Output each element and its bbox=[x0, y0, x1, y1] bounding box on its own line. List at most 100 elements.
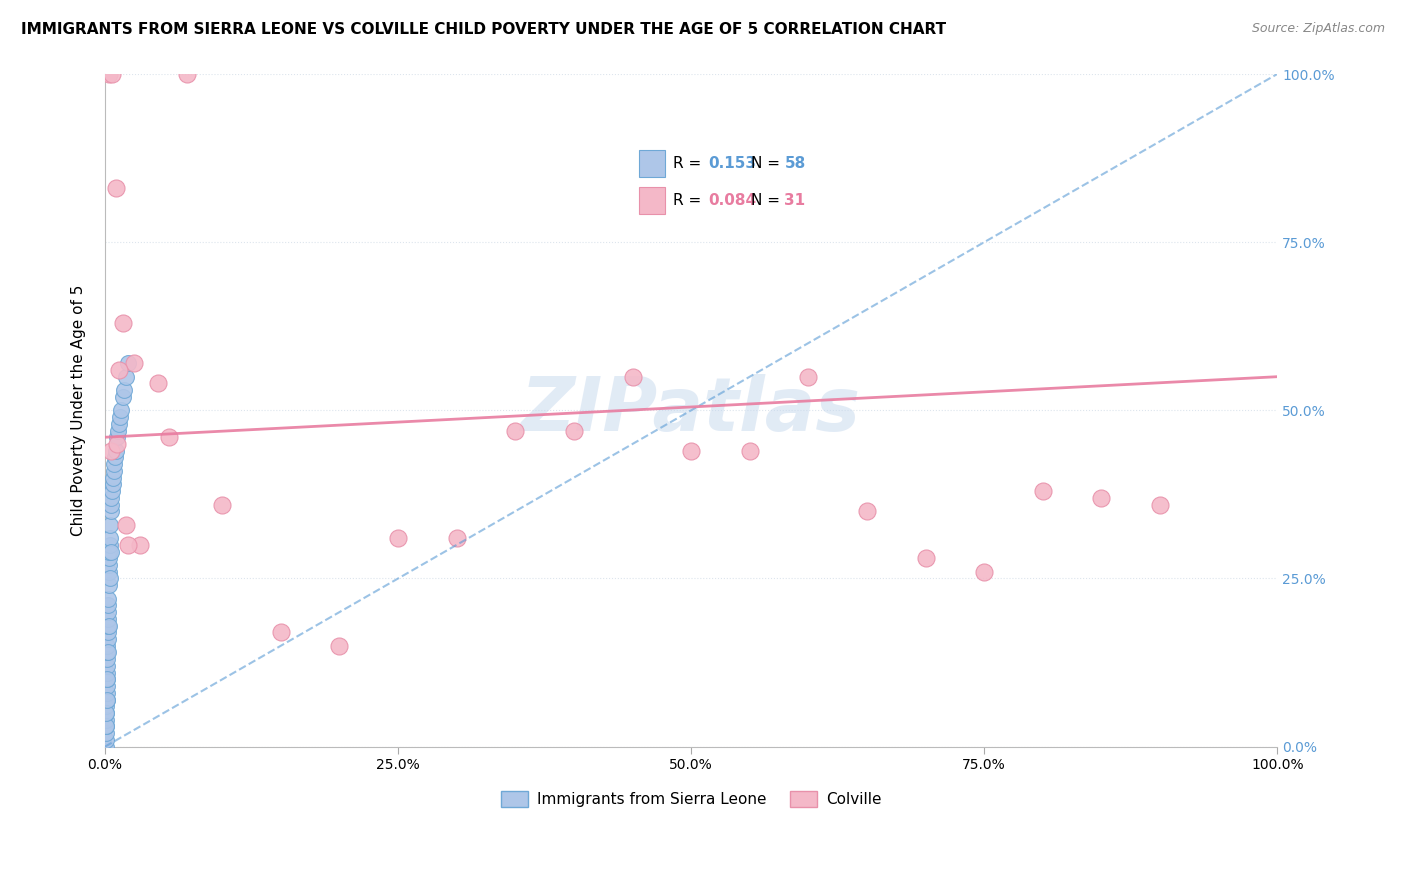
Point bbox=[96, 699, 118, 714]
Point bbox=[129, 538, 152, 552]
Point bbox=[97, 625, 120, 640]
Point bbox=[96, 692, 118, 706]
Point bbox=[97, 612, 120, 626]
Point bbox=[97, 605, 120, 619]
Point bbox=[94, 706, 117, 720]
Point bbox=[105, 430, 128, 444]
Point bbox=[117, 538, 139, 552]
Point bbox=[101, 67, 124, 81]
Point bbox=[621, 369, 644, 384]
Point bbox=[111, 390, 134, 404]
Point bbox=[97, 578, 120, 592]
Point bbox=[104, 181, 127, 195]
Text: 0.153: 0.153 bbox=[709, 156, 756, 171]
Point bbox=[107, 424, 129, 438]
Point bbox=[97, 558, 120, 572]
Point bbox=[176, 67, 198, 81]
Point bbox=[124, 356, 146, 370]
Bar bbox=[640, 150, 665, 177]
Point bbox=[211, 498, 233, 512]
Text: 31: 31 bbox=[785, 194, 806, 208]
Text: N =: N = bbox=[751, 156, 780, 171]
Point bbox=[97, 618, 120, 632]
Point bbox=[1149, 498, 1171, 512]
Bar bbox=[640, 186, 665, 214]
Point bbox=[104, 443, 127, 458]
Point bbox=[98, 517, 121, 532]
Point bbox=[101, 477, 124, 491]
Point bbox=[914, 551, 936, 566]
Point bbox=[146, 376, 169, 391]
Text: N =: N = bbox=[751, 194, 780, 208]
Point bbox=[446, 531, 468, 545]
Point bbox=[96, 713, 118, 727]
Point bbox=[97, 67, 120, 81]
Text: R =: R = bbox=[672, 156, 700, 171]
Point bbox=[96, 706, 118, 720]
Point bbox=[159, 430, 181, 444]
Point bbox=[108, 417, 131, 431]
Point bbox=[97, 645, 120, 659]
Point bbox=[97, 632, 120, 646]
Point bbox=[797, 369, 820, 384]
Point bbox=[973, 565, 995, 579]
Text: 0.084: 0.084 bbox=[709, 194, 756, 208]
Point bbox=[98, 538, 121, 552]
Point bbox=[738, 443, 761, 458]
Point bbox=[111, 316, 134, 330]
Point bbox=[856, 504, 879, 518]
Point bbox=[100, 443, 122, 458]
Point bbox=[96, 645, 118, 659]
Point bbox=[100, 491, 122, 505]
Text: ZIPatlas: ZIPatlas bbox=[522, 374, 860, 447]
Point bbox=[110, 403, 132, 417]
Point bbox=[94, 719, 117, 733]
Text: Source: ZipAtlas.com: Source: ZipAtlas.com bbox=[1251, 22, 1385, 36]
Point bbox=[94, 739, 117, 754]
Point bbox=[115, 517, 138, 532]
Point bbox=[117, 356, 139, 370]
Point bbox=[100, 544, 122, 558]
Point bbox=[94, 733, 117, 747]
Point bbox=[104, 450, 127, 465]
Point bbox=[108, 363, 131, 377]
Point bbox=[681, 443, 703, 458]
Point bbox=[96, 652, 118, 666]
Point bbox=[97, 591, 120, 606]
Y-axis label: Child Poverty Under the Age of 5: Child Poverty Under the Age of 5 bbox=[72, 285, 86, 536]
Point bbox=[1032, 484, 1054, 499]
Point bbox=[96, 659, 118, 673]
Point bbox=[98, 531, 121, 545]
Point bbox=[100, 498, 122, 512]
Point bbox=[103, 470, 125, 484]
Point bbox=[96, 673, 118, 687]
Point bbox=[110, 410, 132, 425]
Point bbox=[96, 665, 118, 680]
Point bbox=[328, 639, 350, 653]
Text: 58: 58 bbox=[785, 156, 806, 171]
Point bbox=[96, 686, 118, 700]
Point bbox=[97, 565, 120, 579]
Point bbox=[98, 551, 121, 566]
Point bbox=[112, 383, 135, 397]
Point bbox=[387, 531, 409, 545]
Point bbox=[1090, 491, 1112, 505]
Point bbox=[503, 424, 526, 438]
Point bbox=[270, 625, 292, 640]
Point bbox=[96, 673, 118, 687]
Point bbox=[115, 369, 138, 384]
Point bbox=[100, 504, 122, 518]
Point bbox=[96, 679, 118, 693]
Point bbox=[101, 484, 124, 499]
Point bbox=[105, 437, 128, 451]
Point bbox=[94, 719, 117, 733]
Point bbox=[103, 457, 125, 471]
Point bbox=[562, 424, 585, 438]
Text: IMMIGRANTS FROM SIERRA LEONE VS COLVILLE CHILD POVERTY UNDER THE AGE OF 5 CORREL: IMMIGRANTS FROM SIERRA LEONE VS COLVILLE… bbox=[21, 22, 946, 37]
Point bbox=[97, 618, 120, 632]
Point bbox=[94, 726, 117, 740]
Point bbox=[98, 544, 121, 558]
Text: R =: R = bbox=[672, 194, 700, 208]
Point bbox=[97, 599, 120, 613]
Point bbox=[96, 692, 118, 706]
